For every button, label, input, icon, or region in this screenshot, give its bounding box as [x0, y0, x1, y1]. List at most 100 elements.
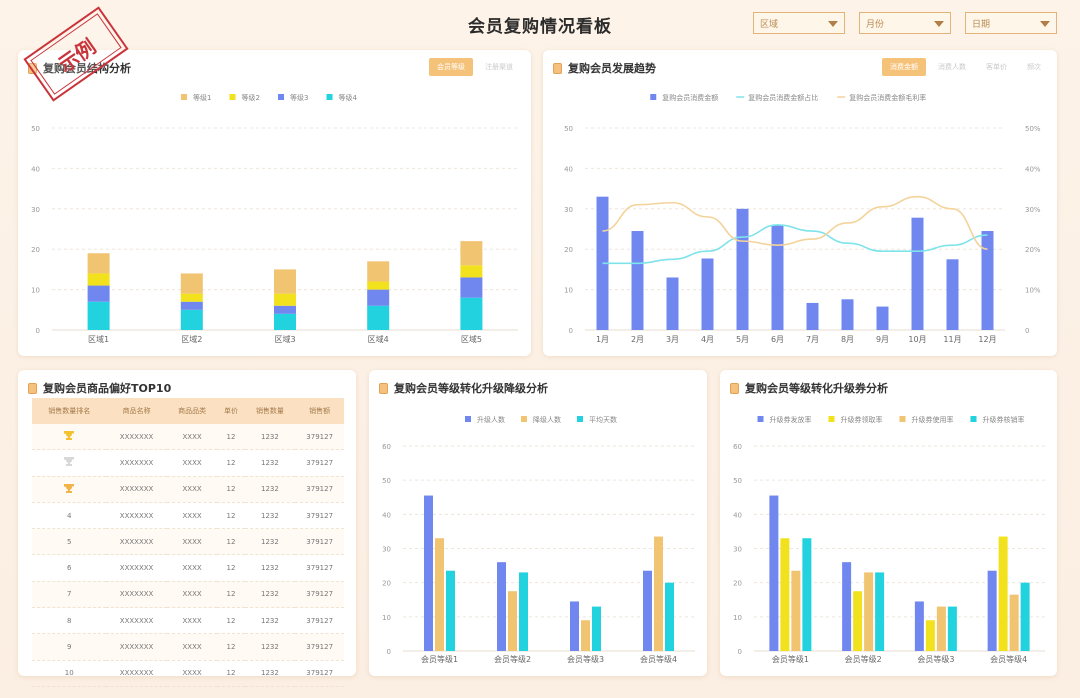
legend-label[interactable]: 降级人数 [533, 415, 561, 424]
bar[interactable] [497, 562, 506, 651]
bar[interactable] [853, 591, 863, 651]
bar[interactable] [936, 606, 946, 651]
bar-segment[interactable] [367, 261, 390, 282]
series-line[interactable] [602, 195, 988, 250]
bar[interactable] [876, 306, 889, 330]
bar[interactable] [1009, 594, 1019, 651]
bar-segment[interactable] [180, 309, 203, 330]
tab-avg-order[interactable]: 客单价 [986, 63, 1007, 71]
legend-label[interactable]: 等级4 [339, 93, 358, 102]
table-cell: 379127 [295, 581, 344, 609]
bar-segment[interactable] [87, 273, 110, 286]
bar-segment[interactable] [367, 289, 390, 306]
bar-segment[interactable] [460, 241, 483, 266]
tab-frequency[interactable]: 频次 [1027, 63, 1041, 71]
bar[interactable] [806, 302, 819, 330]
y-tick-label: 30 [31, 206, 40, 214]
tab-spend-amount[interactable]: 消费金额 [882, 58, 926, 76]
bar[interactable] [864, 572, 874, 651]
legend-label[interactable]: 复购会员消费金额占比 [748, 93, 818, 102]
bar-segment[interactable] [180, 301, 203, 310]
bar[interactable] [981, 231, 994, 330]
series-line[interactable] [602, 224, 988, 265]
bar-segment[interactable] [460, 297, 483, 330]
bar[interactable] [592, 606, 601, 651]
tab-spend-count[interactable]: 消费人数 [938, 63, 966, 71]
table-row[interactable]: 7 XXXXXXX XXXX 12 1232 379127 [32, 581, 344, 609]
legend-label[interactable]: 升级券使用率 [912, 415, 954, 424]
bar[interactable] [987, 570, 997, 651]
table-row[interactable]: 4 XXXXXXX XXXX 12 1232 379127 [32, 502, 344, 530]
bar-segment[interactable] [460, 277, 483, 298]
bar[interactable] [947, 606, 957, 651]
bar[interactable] [508, 591, 517, 651]
bar-segment[interactable] [274, 313, 296, 330]
bar[interactable] [791, 570, 801, 651]
bar[interactable] [654, 536, 663, 651]
bar[interactable] [581, 620, 590, 651]
bar-segment[interactable] [180, 273, 203, 294]
tab-register-channel[interactable]: 注册渠道 [485, 63, 513, 71]
legend-label[interactable]: 平均天数 [589, 415, 617, 424]
bar-segment[interactable] [274, 305, 296, 314]
bar[interactable] [643, 570, 652, 651]
bar[interactable] [802, 538, 812, 651]
table-row[interactable]: XXXXXXX XXXX 12 1232 379127 [32, 449, 344, 477]
legend-label[interactable]: 升级券发放率 [770, 415, 812, 424]
rank-cell: 10 [32, 660, 107, 687]
table-row[interactable]: XXXXXXX XXXX 12 1232 379127 [32, 476, 344, 503]
region-filter-select[interactable]: 区域 [753, 12, 845, 34]
bar-segment[interactable] [367, 305, 390, 330]
table-cell: 12 [217, 633, 245, 661]
bar-segment[interactable] [180, 293, 203, 302]
legend-label[interactable]: 等级3 [290, 93, 308, 102]
bar[interactable] [519, 572, 528, 651]
table-row[interactable]: 10 XXXXXXX XXXX 12 1232 379127 [32, 660, 344, 687]
legend-label[interactable]: 复购会员消费金额毛利率 [849, 93, 926, 102]
bar[interactable] [911, 217, 924, 330]
bar[interactable] [875, 572, 885, 651]
bar[interactable] [841, 299, 854, 330]
table-row[interactable]: 9 XXXXXXX XXXX 12 1232 379127 [32, 633, 344, 661]
bar[interactable] [631, 231, 644, 330]
bar-segment[interactable] [87, 301, 110, 330]
bar[interactable] [998, 536, 1008, 651]
bar[interactable] [946, 259, 959, 330]
bar[interactable] [435, 538, 444, 651]
y-tick-label: 40 [31, 165, 40, 173]
legend-label[interactable]: 升级人数 [477, 415, 505, 424]
bar-segment[interactable] [367, 281, 390, 290]
legend-label[interactable]: 复购会员消费金额 [662, 93, 718, 102]
table-row[interactable]: 6 XXXXXXX XXXX 12 1232 379127 [32, 554, 344, 582]
bar-segment[interactable] [274, 293, 296, 306]
legend-label[interactable]: 升级券核销率 [983, 415, 1025, 424]
x-tick-label: 12月 [978, 335, 996, 344]
bar-segment[interactable] [274, 269, 296, 294]
legend-label[interactable]: 等级1 [193, 93, 211, 102]
bar[interactable] [570, 601, 579, 651]
bar[interactable] [842, 562, 852, 651]
month-filter-select[interactable]: 月份 [859, 12, 951, 34]
date-filter-select[interactable]: 日期 [965, 12, 1057, 34]
bar[interactable] [769, 495, 779, 651]
legend-label[interactable]: 升级券领取率 [841, 415, 883, 424]
bar[interactable] [424, 495, 433, 651]
legend-label[interactable]: 等级2 [242, 93, 260, 102]
bar[interactable] [925, 620, 935, 651]
bar-segment[interactable] [87, 285, 110, 302]
bar[interactable] [665, 582, 674, 651]
bar[interactable] [1020, 582, 1030, 651]
bar-segment[interactable] [460, 265, 483, 278]
table-row[interactable]: 8 XXXXXXX XXXX 12 1232 379127 [32, 607, 344, 635]
tab-member-level[interactable]: 会员等级 [429, 58, 473, 76]
bar[interactable] [736, 208, 749, 330]
bar[interactable] [446, 570, 455, 651]
bar[interactable] [701, 258, 714, 330]
bar[interactable] [666, 277, 679, 330]
bar[interactable] [771, 224, 784, 330]
table-row[interactable]: 5 XXXXXXX XXXX 12 1232 379127 [32, 528, 344, 556]
bar[interactable] [914, 601, 924, 651]
bar-segment[interactable] [87, 253, 110, 274]
table-row[interactable]: XXXXXXX XXXX 12 1232 379127 [32, 424, 344, 451]
bar[interactable] [780, 538, 790, 651]
